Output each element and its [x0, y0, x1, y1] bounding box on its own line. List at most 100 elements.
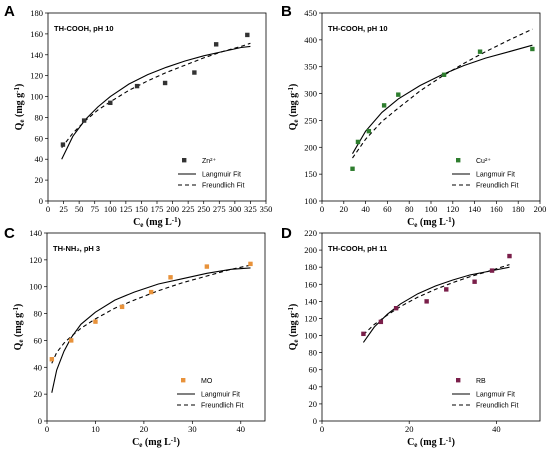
y-axis-label: Qe (mg g-1) [287, 304, 300, 351]
x-tick-label: 125 [119, 204, 132, 214]
x-tick-label: 0 [320, 424, 324, 434]
x-tick-label: 180 [512, 204, 525, 214]
x-tick-label: 60 [383, 204, 392, 214]
y-tick-label: 400 [304, 35, 317, 45]
data-point [49, 357, 55, 362]
y-tick-label: 180 [304, 262, 317, 272]
data-point [168, 275, 173, 280]
y-tick-label: 100 [304, 331, 317, 341]
y-tick-label: 80 [35, 112, 44, 122]
data-point [108, 100, 113, 106]
data-point [361, 331, 366, 337]
data-point [162, 80, 168, 86]
freundlich-fit-line [51, 264, 251, 364]
legend-marker [181, 378, 186, 383]
y-tick-label: 100 [304, 196, 317, 206]
x-tick-label: 25 [59, 204, 68, 214]
panel-letter: A [4, 3, 15, 20]
y-tick-label: 60 [309, 365, 318, 375]
x-tick-label: 140 [468, 204, 481, 214]
panel-letter: B [281, 3, 292, 20]
data-point [192, 70, 197, 75]
plot-frame [46, 232, 266, 422]
x-tick-label: 80 [405, 204, 414, 214]
legend-label-langmuir: Langmuir Fit [476, 392, 515, 399]
data-point [489, 268, 495, 273]
legend-label-langmuir: Langmuir Fit [202, 172, 241, 179]
panel-a: A0 25 50 75 100 125 150 175 200 225 250 275 300 325 35… [4, 3, 272, 229]
y-tick-label: 0 [38, 416, 42, 426]
panel-b: B 0 20 40 60 80 100 120 140 160 180 200 100 150 200 250… [281, 3, 546, 229]
data-point [60, 142, 66, 147]
x-tick-label: 300 [228, 204, 241, 214]
y-tick-label: 100 [30, 92, 43, 102]
panel-d: D 0 20 40 0 20 40 60 80 100 120 140 160 180 200 220 Ce (… [281, 225, 541, 449]
legend-label-data: Cu²⁺ [476, 158, 491, 165]
x-tick-label: 225 [182, 204, 195, 214]
y-tick-label: 140 [304, 296, 317, 306]
panel-title: TH-NH₂, pH 3 [53, 244, 100, 253]
y-tick-label: 450 [304, 8, 317, 18]
data-point [204, 264, 210, 269]
data-point [350, 166, 355, 171]
y-tick-label: 0 [39, 196, 43, 206]
langmuir-fit-line [61, 45, 251, 160]
y-axis-label: Qe (mg g-1) [12, 304, 25, 351]
y-tick-label: 40 [34, 362, 43, 372]
panel-letter: C [4, 225, 15, 242]
y-tick-label: 0 [313, 416, 317, 426]
x-tick-label: 10 [91, 424, 100, 434]
legend-label-data: MO [201, 378, 213, 385]
x-tick-label: 200 [534, 204, 547, 214]
legend-label-langmuir: Langmuir Fit [476, 172, 515, 179]
panel-c: C 0 10 20 30 40 0 20 40 60 80 100 120 140 Ce (mg L-1) Q… [4, 225, 266, 449]
data-point [472, 279, 477, 284]
data-point [148, 289, 154, 295]
y-tick-label: 100 [29, 282, 42, 292]
data-point [245, 32, 250, 38]
y-tick-label: 120 [304, 313, 317, 323]
y-tick-label: 80 [309, 348, 318, 358]
data-point [69, 338, 74, 343]
x-tick-label: 100 [425, 204, 438, 214]
y-tick-label: 200 [304, 245, 317, 255]
x-tick-label: 325 [244, 204, 257, 214]
x-tick-label: 275 [213, 204, 226, 214]
data-point [396, 92, 401, 97]
x-tick-label: 40 [492, 424, 501, 434]
x-tick-label: 30 [188, 424, 197, 434]
y-tick-label: 80 [34, 309, 43, 319]
legend-label-freundlich: Freundlich Fit [476, 403, 518, 410]
data-point [248, 261, 253, 267]
y-tick-label: 120 [30, 71, 43, 81]
y-axis-label: Qe (mg g-1) [287, 84, 300, 131]
data-point [366, 128, 372, 134]
x-tick-label: 20 [140, 424, 149, 434]
legend-marker [456, 158, 461, 163]
langmuir-fit-line [352, 44, 533, 154]
data-point [93, 319, 98, 324]
x-tick-label: 40 [361, 204, 370, 214]
y-tick-label: 60 [34, 335, 43, 345]
y-tick-label: 350 [304, 62, 317, 72]
y-tick-label: 20 [309, 399, 318, 409]
y-tick-label: 250 [304, 115, 317, 125]
y-tick-label: 40 [309, 382, 318, 392]
y-tick-label: 20 [35, 175, 44, 185]
y-tick-label: 160 [304, 279, 317, 289]
data-point [424, 299, 429, 304]
x-tick-label: 0 [45, 424, 49, 434]
data-point [444, 287, 449, 292]
y-tick-label: 180 [30, 8, 43, 18]
legend-label-langmuir: Langmuir Fit [201, 392, 240, 399]
legend-label-data: RB [476, 378, 486, 385]
panel-title: TH-COOH, pH 11 [328, 244, 387, 253]
legend-label-freundlich: Freundlich Fit [201, 403, 243, 410]
freundlich-fit-line [363, 264, 510, 336]
panel-letter: D [281, 225, 292, 242]
data-point [119, 304, 125, 310]
panel-title: TH-COOH, pH 10 [54, 24, 114, 33]
data-point [507, 253, 512, 259]
legend-label-data: Zn²⁺ [202, 158, 217, 165]
